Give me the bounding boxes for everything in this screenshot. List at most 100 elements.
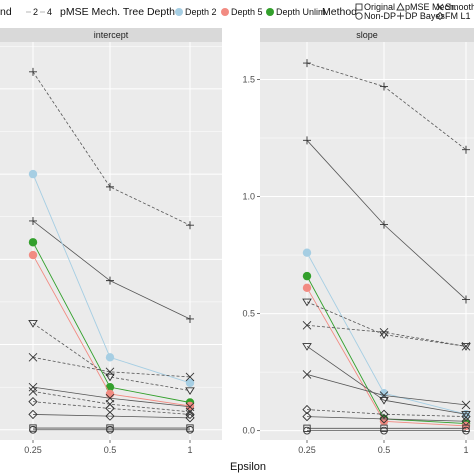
x-tick-label: 1 xyxy=(187,445,192,455)
data-point-0-1 xyxy=(380,82,388,91)
data-point-6-0 xyxy=(28,353,38,362)
xticks-slope: 0.25 0.5 1 xyxy=(298,440,469,455)
x-tick-label: 1 xyxy=(463,445,468,455)
data-point-1-2 xyxy=(186,314,194,323)
data-point-8-1 xyxy=(379,391,389,400)
data-point-9-2 xyxy=(461,411,471,422)
data-point-6-0 xyxy=(302,320,312,330)
data-point-5-2 xyxy=(185,387,195,396)
x-tick-label: 0.25 xyxy=(24,445,42,455)
data-point-3-1 xyxy=(105,382,115,392)
data-point-10-1 xyxy=(379,414,389,424)
data-point-1-1 xyxy=(106,276,114,285)
data-point-4-0 xyxy=(28,250,38,260)
legend-size-label-4: 4 xyxy=(47,7,52,17)
data-point-3-0 xyxy=(302,271,312,281)
data-point-10-0 xyxy=(28,409,38,420)
data-point-6-1 xyxy=(379,327,389,337)
data-point-8-0 xyxy=(302,370,312,379)
data-point-0-2 xyxy=(462,145,470,154)
data-point-6-2 xyxy=(185,372,195,382)
series-line-6 xyxy=(32,356,191,378)
data-point-12-1 xyxy=(106,425,114,434)
series-line-5 xyxy=(32,322,191,391)
series-line-9 xyxy=(32,401,191,415)
series-line-9 xyxy=(306,409,467,417)
data-point-1-0 xyxy=(29,216,37,225)
legend-fml1-label: FM L1 xyxy=(445,11,471,21)
x-axis-title: Epsilon xyxy=(230,461,266,473)
legend-nondp-label: Non-DP xyxy=(364,11,396,21)
legend-nondp-icon xyxy=(355,12,363,20)
series-line-10 xyxy=(306,416,467,422)
data-point-8-2 xyxy=(185,407,195,417)
data-point-12-0 xyxy=(303,426,311,435)
data-point-5-1 xyxy=(105,373,115,382)
data-point-2-2 xyxy=(185,378,195,388)
data-point-9-0 xyxy=(28,397,38,407)
legend-smoothhist-icon xyxy=(436,3,444,11)
data-point-0-0 xyxy=(303,59,311,68)
legend-pmse-icon xyxy=(396,2,405,11)
data-point-6-1 xyxy=(105,367,115,377)
legend-dpbayes-label: DP Bayes xyxy=(405,11,445,21)
legend-original-label: Original xyxy=(364,2,395,12)
data-point-11-2 xyxy=(462,424,470,432)
data-point-3-0 xyxy=(28,238,38,247)
data-point-11-1 xyxy=(380,424,388,432)
legend-size-label-2: 2 xyxy=(33,7,38,17)
series-line-5 xyxy=(306,301,467,347)
panel-slope-bg xyxy=(260,42,474,440)
series-line-10 xyxy=(32,414,191,419)
data-point-10-1 xyxy=(105,411,115,421)
data-point-5-2 xyxy=(461,343,471,351)
strip-slope-label: slope xyxy=(356,30,378,40)
data-point-2-0 xyxy=(28,169,38,179)
data-point-10-2 xyxy=(185,413,195,423)
legend-depthunlim-label: Depth Unlim. xyxy=(276,7,328,17)
x-tick-label: 0.25 xyxy=(298,445,316,455)
strip-slope xyxy=(260,28,474,42)
data-point-6-2 xyxy=(461,342,471,351)
data-point-12-2 xyxy=(462,426,470,435)
facet-intercept: intercept 0.25 0.5 1 xyxy=(0,28,222,455)
data-point-2-0 xyxy=(302,248,312,257)
data-point-1-1 xyxy=(380,220,388,229)
series-line-0 xyxy=(32,71,191,226)
series-slope xyxy=(302,59,471,435)
legend-smoothhist-label: Smooth Hist xyxy=(445,2,474,12)
data-point-1-2 xyxy=(462,295,470,304)
yticks-slope: 0.0 0.5 1.0 1.5 xyxy=(242,74,260,436)
data-point-9-2 xyxy=(185,409,195,420)
data-point-10-0 xyxy=(302,411,312,422)
legend-dpbayes-icon xyxy=(397,12,404,20)
legend-depth2-swatch xyxy=(175,8,183,16)
data-point-8-0 xyxy=(28,387,38,396)
data-point-9-0 xyxy=(302,404,312,415)
data-point-12-1 xyxy=(380,426,388,435)
data-point-11-0 xyxy=(303,424,311,432)
legend-depth5-label: Depth 5 xyxy=(231,7,263,17)
y-tick-label: 0.0 xyxy=(242,426,255,436)
data-point-1-0 xyxy=(303,136,311,145)
x-tick-label: 0.5 xyxy=(104,445,117,455)
data-point-5-0 xyxy=(28,319,38,328)
data-point-7-0 xyxy=(302,343,312,351)
data-point-9-1 xyxy=(379,409,389,419)
series-intercept xyxy=(28,67,195,434)
series-line-7 xyxy=(306,346,467,415)
legend-depth-title: pMSE Mech. Tree Depth xyxy=(60,6,175,18)
legend-original-icon xyxy=(355,3,363,11)
data-point-8-2 xyxy=(461,400,471,410)
legend-method-title: Method xyxy=(322,6,357,18)
facet-slope: slope 0.25 0.5 1 0.0 0.5 1.0 1.5 xyxy=(242,28,474,455)
data-point-4-0 xyxy=(302,283,312,293)
data-point-0-1 xyxy=(106,182,114,191)
x-tick-label: 0.5 xyxy=(378,445,391,455)
legend-depth2-label: Depth 2 xyxy=(185,7,217,17)
data-point-12-2 xyxy=(186,425,194,434)
data-point-2-1 xyxy=(105,353,115,362)
y-tick-label: 1.0 xyxy=(242,192,255,202)
legend-depthunlim-swatch xyxy=(266,8,274,16)
